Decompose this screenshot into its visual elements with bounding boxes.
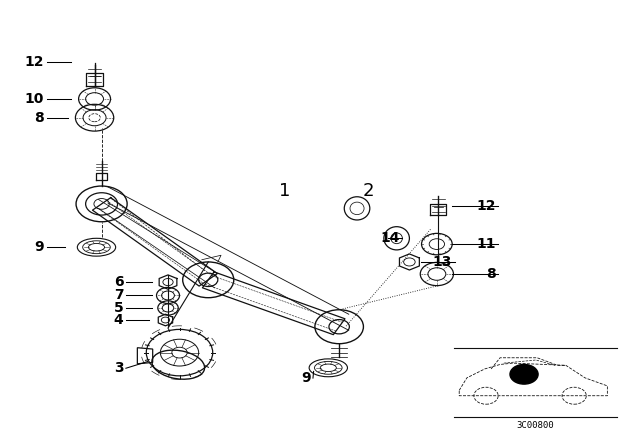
- Text: 11: 11: [476, 237, 495, 251]
- Text: 9: 9: [301, 371, 310, 385]
- Text: 3: 3: [114, 361, 124, 375]
- Text: 5: 5: [113, 301, 124, 315]
- Text: 9: 9: [35, 240, 44, 254]
- Text: 12: 12: [476, 199, 495, 213]
- Text: 13: 13: [433, 255, 452, 269]
- Text: 1: 1: [279, 181, 291, 199]
- Text: 4: 4: [113, 313, 124, 327]
- Text: 8: 8: [35, 111, 44, 125]
- Text: 6: 6: [114, 275, 124, 289]
- Text: 7: 7: [114, 289, 124, 302]
- Circle shape: [510, 365, 538, 384]
- Text: 14: 14: [380, 231, 400, 246]
- Text: 10: 10: [25, 92, 44, 106]
- Text: 8: 8: [486, 267, 495, 281]
- Text: 2: 2: [362, 181, 374, 199]
- Text: 12: 12: [24, 55, 44, 69]
- Text: 3C00800: 3C00800: [516, 421, 554, 430]
